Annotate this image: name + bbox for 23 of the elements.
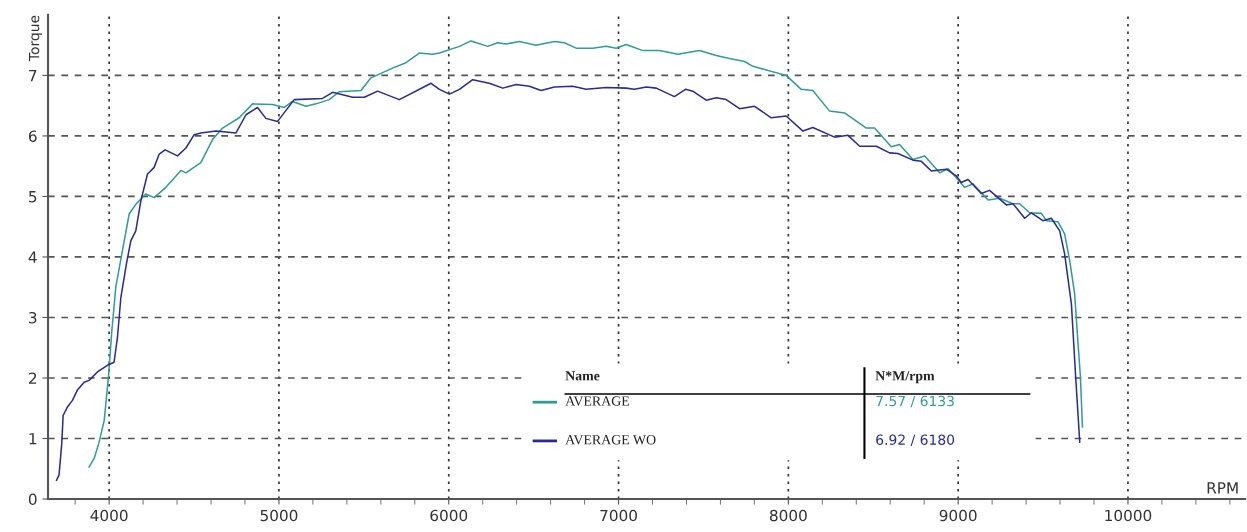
annotation: Name xyxy=(565,371,600,381)
x-tick-label: 4000 xyxy=(90,509,128,522)
y-tick-label: 3 xyxy=(29,311,37,324)
legend-label: AVERAGE xyxy=(565,396,630,406)
x-tick-label: 8000 xyxy=(769,509,807,522)
y-tick-label: 7 xyxy=(29,70,37,82)
y-tick-label: 0 xyxy=(28,493,37,506)
legend-label: AVERAGE WO xyxy=(565,435,656,445)
y-tick-label: 2 xyxy=(28,372,37,384)
y-tick-label: 5 xyxy=(29,191,37,203)
y-tick-label: 1 xyxy=(29,433,37,445)
x-tick-label: 7000 xyxy=(600,509,637,522)
y-tick-label: 6 xyxy=(28,130,37,142)
x-tick-label: 5000 xyxy=(260,509,298,522)
annotation: 6.92 / 6180 xyxy=(876,434,955,447)
annotation: 7.57 / 6133 xyxy=(876,395,954,408)
annotation: N*M/rpm xyxy=(875,371,935,384)
x-tick-label: 6000 xyxy=(430,509,468,522)
y-tick-label: 4 xyxy=(28,251,37,263)
x-axis-title: RPM xyxy=(1207,482,1238,494)
x-tick-label: 10000 xyxy=(1105,509,1152,522)
y-axis-title: Torque xyxy=(29,15,43,62)
x-tick-label: 9000 xyxy=(939,509,977,522)
